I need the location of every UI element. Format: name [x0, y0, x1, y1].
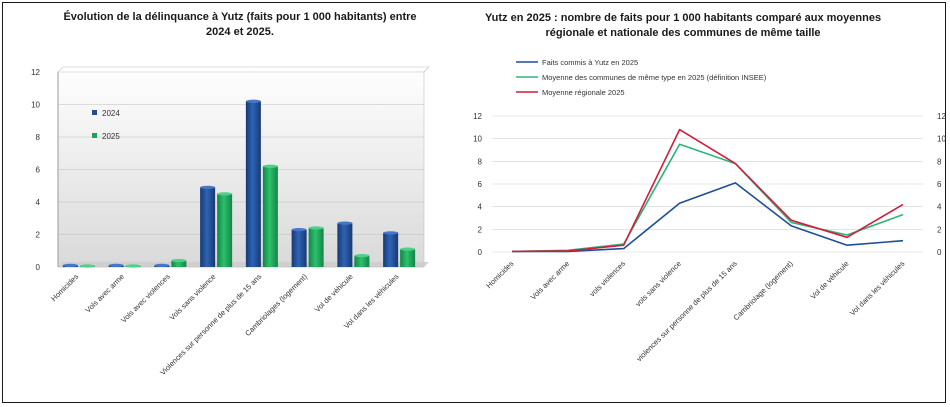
- series-line: [511, 143, 904, 253]
- bar: [383, 232, 399, 267]
- x-tick-label: vols sans violence: [634, 259, 683, 308]
- y-tick-label-right: 6: [937, 180, 942, 189]
- x-tick-label: Cambriolage (logement): [731, 259, 795, 323]
- bar: [200, 187, 216, 267]
- line-chart: 0 0 2 2 4 4 6 6 8 8 10 10 12 12 Homicides Vols avec arm…: [473, 58, 946, 363]
- bar-top: [79, 264, 95, 268]
- plot-floor: [58, 262, 429, 267]
- y-tick-label: 0: [478, 248, 483, 257]
- bar-top: [108, 263, 124, 267]
- x-tick-label: Vol de véhicule: [809, 259, 851, 301]
- x-tick-label: Vol de véhicule: [313, 272, 355, 314]
- x-tick-label: Violences sur personne de plus de 15 ans: [158, 272, 263, 377]
- bar-top: [125, 264, 141, 268]
- bar-top: [154, 263, 170, 267]
- figure-frame: [2, 2, 946, 403]
- bar: [245, 101, 261, 267]
- legend-label: Faits commis à Yutz en 2025: [542, 58, 638, 67]
- bar-top: [400, 247, 416, 251]
- x-tick-label: Vols avec arme: [529, 259, 572, 302]
- bar-top: [308, 226, 324, 230]
- bar: [354, 255, 370, 267]
- y-tick-label: 2: [36, 231, 41, 240]
- x-tick-label: vols violences: [588, 259, 628, 299]
- legend-label: Moyenne régionale 2025: [542, 88, 625, 97]
- y-tick-label: 8: [36, 133, 41, 142]
- x-tick-label: Vols avec violences: [119, 272, 172, 325]
- legend-swatch: [92, 110, 97, 115]
- y-tick-label-right: 8: [937, 157, 942, 166]
- plot-background: [57, 66, 430, 268]
- y-tick-label: 0: [36, 263, 41, 272]
- x-tick-label: Homicides: [49, 272, 80, 303]
- bar: [337, 223, 353, 267]
- y-tick-label: 6: [36, 166, 41, 175]
- y-tick-label-right: 0: [937, 248, 942, 257]
- x-tick-label: Vol dans les véhicules: [848, 259, 907, 318]
- y-tick-label-right: 2: [937, 225, 942, 234]
- bar-top: [383, 231, 399, 235]
- legend-label: 2024: [102, 109, 120, 118]
- legend-swatch: [92, 133, 97, 138]
- x-tick-label: Vols avec arme: [83, 272, 126, 315]
- y-tick-label: 2: [478, 225, 483, 234]
- bar-top: [171, 258, 187, 263]
- y-tick-label: 8: [478, 157, 483, 166]
- bar-top: [291, 228, 307, 232]
- y-tick-label-right: 4: [937, 203, 942, 212]
- y-tick-label: 12: [31, 68, 40, 77]
- y-tick-label: 4: [478, 203, 483, 212]
- legend-label: Moyenne des communes de même type en 202…: [542, 73, 767, 82]
- y-tick-label-right: 12: [937, 112, 946, 121]
- y-tick-label: 12: [473, 112, 482, 121]
- y-tick-label-right: 10: [937, 135, 946, 144]
- bar: [400, 249, 416, 267]
- y-tick-label: 4: [36, 198, 41, 207]
- y-tick-label: 6: [478, 180, 483, 189]
- bar: [308, 228, 324, 267]
- bar-top: [354, 254, 370, 258]
- bar-top: [217, 192, 233, 196]
- bar-top: [337, 221, 353, 225]
- bar-chart-title: Évolution de la délinquance à Yutz (fait…: [63, 11, 417, 38]
- legend-label: 2025: [102, 132, 120, 141]
- y-tick-label: 10: [31, 101, 40, 110]
- bar: [291, 229, 307, 267]
- y-tick-label: 10: [473, 135, 482, 144]
- bar-top: [62, 263, 78, 267]
- series-line: [512, 182, 904, 253]
- bar-top: [245, 99, 261, 103]
- x-tick-label: Vols sans violence: [168, 272, 218, 322]
- bar: [217, 193, 233, 267]
- bar-top: [200, 185, 216, 189]
- bar-top: [262, 164, 278, 168]
- x-tick-label: violences sur personne de plus de 15 ans: [635, 259, 739, 363]
- bar: [262, 166, 278, 267]
- series-line: [511, 128, 904, 253]
- line-chart-title: Yutz en 2025 : nombre de faits pour 1 00…: [484, 12, 882, 39]
- bar: [171, 260, 187, 267]
- x-tick-label: Homicides: [484, 259, 515, 290]
